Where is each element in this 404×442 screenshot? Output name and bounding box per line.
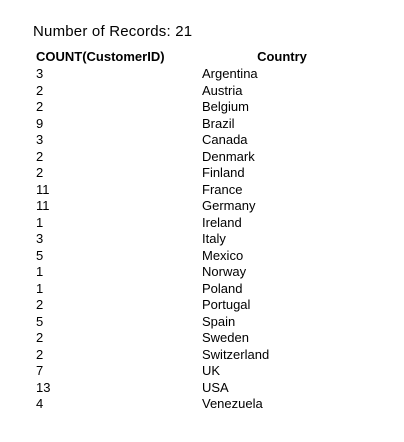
results-table: COUNT(CustomerID) Country 3 Argentina 2 Aus… xyxy=(33,48,362,413)
cell-country: USA xyxy=(202,379,229,395)
cell-count: 5 xyxy=(36,313,44,329)
cell-count: 13 xyxy=(36,379,51,395)
cell-count: 11 xyxy=(36,198,50,213)
cell-count: 7 xyxy=(36,363,44,378)
table-row: 7 UK xyxy=(33,363,362,380)
table-row: 2 Sweden xyxy=(33,330,362,347)
cell-count: 5 xyxy=(36,247,44,263)
cell-count: 3 xyxy=(36,231,44,246)
cell-country: Italy xyxy=(202,231,226,246)
table-row: 2 Portugal xyxy=(33,297,362,314)
table-row: 2 Austria xyxy=(33,83,362,100)
table-row: 4 Venezuela xyxy=(33,396,362,413)
cell-count: 3 xyxy=(36,132,44,147)
table-row: 2 Denmark xyxy=(33,149,362,166)
cell-count: 1 xyxy=(36,264,44,279)
cell-count: 9 xyxy=(36,115,44,131)
table-row: 1 Ireland xyxy=(33,215,362,232)
cell-count: 2 xyxy=(36,165,44,180)
cell-country: France xyxy=(202,181,243,197)
cell-country: Finland xyxy=(202,165,245,180)
table-row: 2 Belgium xyxy=(33,99,362,116)
table-row: 11 France xyxy=(33,182,362,199)
cell-country: Poland xyxy=(202,280,243,296)
cell-country: Mexico xyxy=(202,247,244,263)
cell-count: 2 xyxy=(36,330,44,345)
cell-country: Canada xyxy=(202,132,248,147)
cell-count: 2 xyxy=(36,346,44,362)
table-row: 3 Canada xyxy=(33,132,362,149)
cell-count: 3 xyxy=(36,66,44,81)
table-body: 3 Argentina 2 Austria 2 Belgium 9 Brazil 3 Canada… xyxy=(33,66,362,413)
cell-country: Brazil xyxy=(202,115,235,131)
table-row: 2 Switzerland xyxy=(33,347,362,364)
cell-country: Venezuela xyxy=(202,396,263,411)
table-row: 2 Finland xyxy=(33,165,362,182)
table-row: 5 Spain xyxy=(33,314,362,331)
cell-count: 11 xyxy=(36,181,50,197)
column-header-count: COUNT(CustomerID) xyxy=(36,48,165,64)
cell-count: 2 xyxy=(36,99,44,114)
cell-count: 4 xyxy=(36,396,44,411)
table-row: 11 Germany xyxy=(33,198,362,215)
cell-country: Denmark xyxy=(202,148,255,164)
cell-count: 2 xyxy=(36,82,44,98)
cell-country: Ireland xyxy=(202,214,242,230)
cell-country: Germany xyxy=(202,198,256,213)
table-row: 1 Norway xyxy=(33,264,362,281)
cell-count: 2 xyxy=(36,148,44,164)
table-row: 9 Brazil xyxy=(33,116,362,133)
cell-count: 1 xyxy=(36,214,44,230)
record-count-value: 21 xyxy=(175,23,193,40)
table-header-row: COUNT(CustomerID) Country xyxy=(33,48,362,66)
table-row: 3 Argentina xyxy=(33,66,362,83)
table-row: 1 Poland xyxy=(33,281,362,298)
cell-country: Spain xyxy=(202,313,236,329)
cell-country: Sweden xyxy=(202,330,249,345)
cell-country: Belgium xyxy=(202,99,249,114)
cell-country: Argentina xyxy=(202,66,258,81)
record-count-label: Number of Records: xyxy=(33,23,171,40)
cell-country: Austria xyxy=(202,82,243,98)
cell-country: Norway xyxy=(202,264,247,279)
cell-country: Switzerland xyxy=(202,346,270,362)
cell-country: UK xyxy=(202,363,221,378)
column-header-country: Country xyxy=(257,48,307,64)
cell-country: Portugal xyxy=(202,297,251,312)
table-row: 5 Mexico xyxy=(33,248,362,265)
record-count: Number of Records: 21 xyxy=(33,22,404,42)
table-row: 3 Italy xyxy=(33,231,362,248)
cell-count: 1 xyxy=(36,280,44,296)
cell-count: 2 xyxy=(36,297,44,312)
table-row: 13 USA xyxy=(33,380,362,397)
